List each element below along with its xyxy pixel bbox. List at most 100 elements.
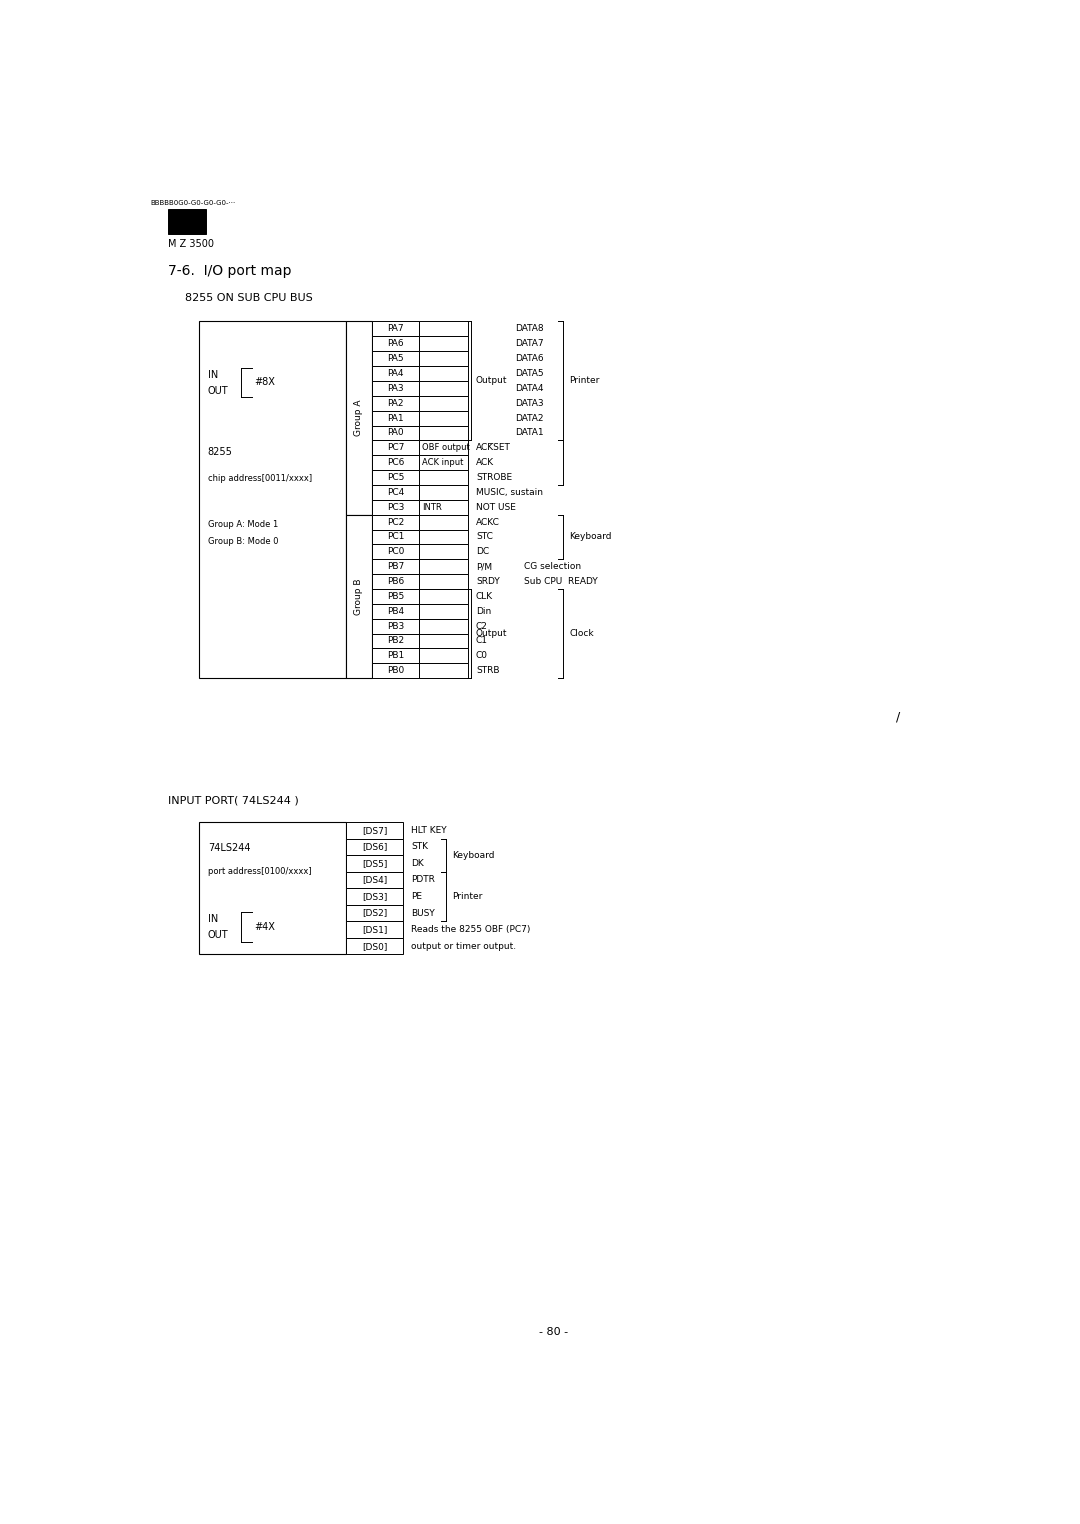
- Text: DATA1: DATA1: [515, 428, 543, 437]
- Text: INTR: INTR: [422, 503, 442, 512]
- Text: C0: C0: [476, 651, 488, 660]
- Bar: [373, 351, 419, 366]
- Text: Group A: Group A: [354, 399, 364, 436]
- Text: DATA4: DATA4: [515, 384, 543, 393]
- Bar: [346, 905, 403, 922]
- Text: [DS6]: [DS6]: [362, 843, 387, 852]
- Text: ACK input: ACK input: [422, 459, 463, 468]
- Bar: [419, 322, 469, 337]
- Bar: [419, 337, 469, 351]
- Bar: [373, 337, 419, 351]
- Bar: [167, 209, 206, 233]
- Text: DATA3: DATA3: [515, 399, 543, 408]
- Bar: [419, 588, 469, 604]
- Text: 8255: 8255: [207, 447, 232, 457]
- Bar: [419, 500, 469, 515]
- Bar: [419, 575, 469, 588]
- Bar: [373, 456, 419, 469]
- Text: output or timer output.: output or timer output.: [410, 942, 516, 951]
- Bar: [346, 888, 403, 905]
- Text: SRDY: SRDY: [476, 578, 500, 587]
- Text: PC6: PC6: [387, 459, 404, 468]
- Bar: [373, 663, 419, 678]
- Text: STROBE: STROBE: [476, 472, 512, 482]
- Bar: [419, 648, 469, 663]
- Text: Keyboard: Keyboard: [569, 532, 611, 541]
- Text: MUSIC, sustain: MUSIC, sustain: [476, 488, 543, 497]
- Text: Reads the 8255 OBF (PC7): Reads the 8255 OBF (PC7): [410, 925, 530, 934]
- Text: PA5: PA5: [387, 354, 404, 363]
- Bar: [346, 872, 403, 888]
- Bar: [419, 604, 469, 619]
- Text: 7-6.  I/O port map: 7-6. I/O port map: [167, 264, 291, 277]
- Text: DATA7: DATA7: [515, 340, 543, 349]
- Text: ACK̅SET: ACK̅SET: [476, 443, 511, 453]
- Text: PB2: PB2: [387, 637, 404, 646]
- Bar: [419, 366, 469, 381]
- Text: CG selection: CG selection: [524, 562, 581, 572]
- Bar: [373, 648, 419, 663]
- Text: PB6: PB6: [387, 578, 404, 587]
- Bar: [419, 515, 469, 529]
- Text: #8X: #8X: [255, 378, 275, 387]
- Text: 74LS244: 74LS244: [207, 843, 251, 853]
- Text: PC0: PC0: [387, 547, 404, 556]
- Text: BBBBB0G0-G0-G0-G0-···: BBBBB0G0-G0-G0-G0-···: [150, 200, 235, 206]
- Text: Group A: Mode 1: Group A: Mode 1: [207, 520, 279, 529]
- Bar: [346, 855, 403, 872]
- Text: OBF output: OBF output: [422, 443, 470, 453]
- Text: PB1: PB1: [387, 651, 404, 660]
- Bar: [346, 922, 403, 937]
- Bar: [373, 604, 419, 619]
- Text: P/M: P/M: [476, 562, 492, 572]
- Text: DATA5: DATA5: [515, 369, 543, 378]
- Bar: [346, 937, 403, 954]
- Text: [DS4]: [DS4]: [362, 875, 387, 884]
- Text: Din: Din: [476, 607, 491, 616]
- Text: #4X: #4X: [255, 922, 275, 931]
- Bar: [373, 425, 419, 440]
- Text: OUT: OUT: [207, 930, 229, 940]
- Text: PE: PE: [410, 892, 422, 901]
- Text: OUT: OUT: [207, 386, 229, 396]
- Bar: [419, 469, 469, 485]
- Bar: [373, 515, 419, 529]
- Text: DATA6: DATA6: [515, 354, 543, 363]
- Text: [DS2]: [DS2]: [362, 908, 387, 917]
- Bar: [373, 396, 419, 410]
- Text: NOT USE: NOT USE: [476, 503, 516, 512]
- Bar: [199, 322, 346, 678]
- Bar: [373, 366, 419, 381]
- Text: ACKC: ACKC: [476, 518, 500, 527]
- Text: PC1: PC1: [387, 532, 404, 541]
- Text: Group B: Mode 0: Group B: Mode 0: [207, 536, 279, 546]
- Text: PB3: PB3: [387, 622, 404, 631]
- Bar: [419, 559, 469, 575]
- Bar: [419, 351, 469, 366]
- Bar: [373, 322, 419, 337]
- Bar: [373, 440, 419, 456]
- Text: PB0: PB0: [387, 666, 404, 675]
- Text: - 80 -: - 80 -: [539, 1327, 568, 1337]
- Text: Group B: Group B: [354, 578, 364, 614]
- Text: Output: Output: [476, 629, 508, 639]
- Text: [DS0]: [DS0]: [362, 942, 387, 951]
- Bar: [419, 410, 469, 425]
- Text: M Z 3500: M Z 3500: [167, 239, 214, 250]
- Bar: [373, 381, 419, 396]
- Bar: [373, 500, 419, 515]
- Text: IN: IN: [207, 914, 218, 924]
- Text: PA3: PA3: [387, 384, 404, 393]
- Text: PA7: PA7: [387, 325, 404, 334]
- Text: [DS7]: [DS7]: [362, 826, 387, 835]
- Bar: [419, 634, 469, 648]
- Text: IN: IN: [207, 370, 218, 379]
- Text: DC: DC: [476, 547, 489, 556]
- Bar: [346, 838, 403, 855]
- Bar: [419, 544, 469, 559]
- Bar: [419, 619, 469, 634]
- Bar: [373, 619, 419, 634]
- Bar: [373, 634, 419, 648]
- Text: Keyboard: Keyboard: [451, 850, 495, 860]
- Text: INPUT PORT( 74LS244 ): INPUT PORT( 74LS244 ): [167, 796, 298, 805]
